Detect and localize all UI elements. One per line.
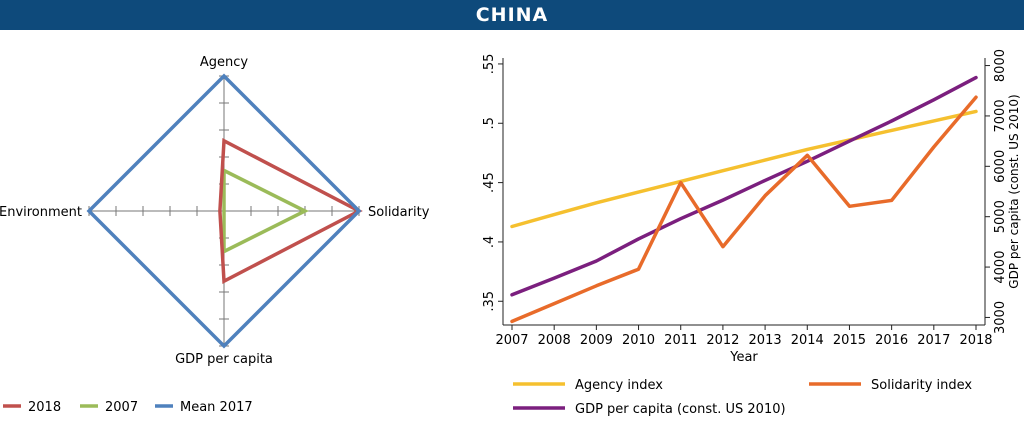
legend-label: Solidarity index (871, 378, 972, 393)
x-tick-label: 2010 (622, 333, 655, 348)
y-tick-label-right: 4000 (993, 251, 1008, 284)
x-tick-label: 2015 (833, 333, 866, 348)
radar-legend-label: 2007 (105, 400, 138, 415)
y-tick-label-right: 6000 (993, 150, 1008, 183)
radar-label-solidarity: Solidarity (368, 205, 430, 220)
x-axis-label: Year (729, 350, 758, 365)
y-tick-label-left: .4 (482, 236, 497, 248)
radar-label-environment: Environment (0, 205, 82, 220)
series-line-gdp (510, 75, 978, 297)
radar-label-gdp: GDP per capita (175, 352, 273, 367)
radar-chart: Agency Solidarity GDP per capita Environmen… (0, 55, 430, 415)
series-line-agency (510, 109, 978, 229)
x-tick-label: 2009 (580, 333, 613, 348)
y-tick-label-right: 5000 (993, 200, 1008, 233)
x-tick-label: 2013 (749, 333, 782, 348)
radar-label-agency: Agency (200, 55, 249, 70)
y-tick-label-right: 7000 (993, 99, 1008, 132)
y-tick-label-left: .5 (482, 117, 497, 129)
x-tick-label: 2011 (664, 333, 697, 348)
legend-label: Agency index (575, 378, 663, 393)
x-tick-label: 2007 (495, 333, 528, 348)
radar-series-mean-2017 (86, 73, 362, 349)
x-tick-label: 2016 (875, 333, 908, 348)
x-tick-label: 2014 (791, 333, 824, 348)
x-tick-label: 2012 (706, 333, 739, 348)
series-line-solidarity (510, 95, 978, 324)
line-chart: .35 .4 .45 .5 .55 3000 4000 5000 6000 7000 8000 GDP… (482, 49, 1021, 417)
y-tick-label-left: .55 (482, 54, 497, 75)
page-title: CHINA (0, 0, 1024, 30)
x-tick-label: 2017 (917, 333, 950, 348)
y-tick-label-left: .35 (482, 291, 497, 312)
y-tick-label-left: .45 (482, 172, 497, 193)
y-tick-label-right: 3000 (993, 301, 1008, 334)
x-tick-label: 2018 (959, 333, 992, 348)
y-tick-label-right: 8000 (993, 49, 1008, 82)
radar-legend-label: Mean 2017 (180, 400, 253, 415)
radar-legend-label: 2018 (28, 400, 61, 415)
x-tick-label: 2008 (538, 333, 571, 348)
legend-label: GDP per capita (const. US 2010) (575, 402, 786, 417)
radar-series-2018 (218, 138, 363, 284)
y-axis-label-right: GDP per capita (const. US 2010) (1007, 94, 1021, 288)
